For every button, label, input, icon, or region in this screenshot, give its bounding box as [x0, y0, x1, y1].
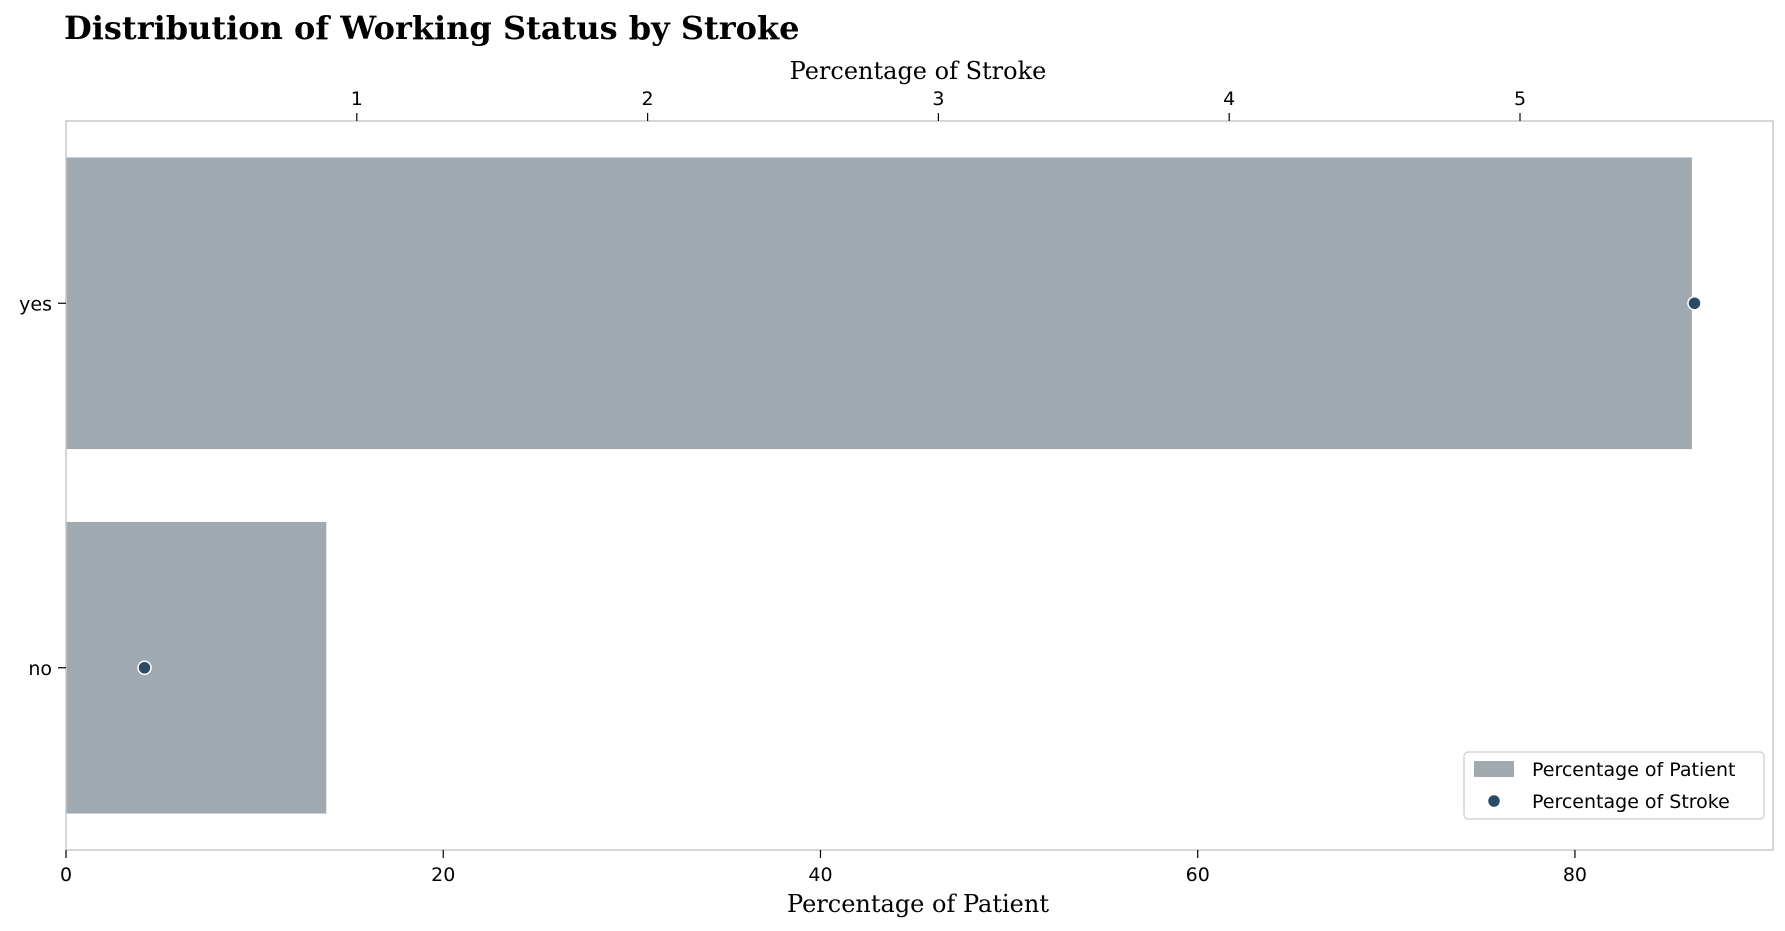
x-top-tick-label: 4 — [1223, 88, 1235, 110]
y-tick-label: no — [28, 658, 52, 680]
y-tick-label: yes — [19, 293, 52, 315]
legend-box — [1463, 751, 1765, 820]
legend-swatch-point — [1486, 793, 1502, 809]
chart-title: Distribution of Working Status by Stroke — [64, 9, 800, 47]
x-axis-bottom-title: Percentage of Patient — [787, 890, 1049, 918]
x-top-tick-label: 2 — [642, 88, 654, 110]
x-top-tick-label: 5 — [1514, 88, 1526, 110]
x-bottom-tick-label: 60 — [1186, 864, 1210, 886]
point-yes — [1687, 296, 1702, 311]
x-axis-top-title: Percentage of Stroke — [790, 57, 1047, 85]
legend-label-bar: Percentage of Patient — [1532, 759, 1735, 781]
bar-no — [66, 521, 327, 814]
x-bottom-tick-label: 20 — [431, 864, 455, 886]
bar-yes — [66, 157, 1692, 450]
x-top-tick-label: 1 — [351, 88, 363, 110]
plot-area: yes no 0 20 40 60 80 1 2 3 4 5 — [19, 88, 1774, 886]
legend: Percentage of Patient Percentage of Strok… — [1463, 751, 1765, 820]
x-bottom-tick-label: 0 — [60, 864, 72, 886]
point-no — [137, 660, 152, 675]
legend-swatch-bar — [1474, 761, 1514, 777]
x-top-tick-label: 3 — [932, 88, 944, 110]
x-bottom-tick-label: 40 — [808, 864, 832, 886]
plot-frame — [65, 120, 1774, 851]
legend-label-point: Percentage of Stroke — [1532, 791, 1730, 813]
x-bottom-tick-label: 80 — [1563, 864, 1587, 886]
